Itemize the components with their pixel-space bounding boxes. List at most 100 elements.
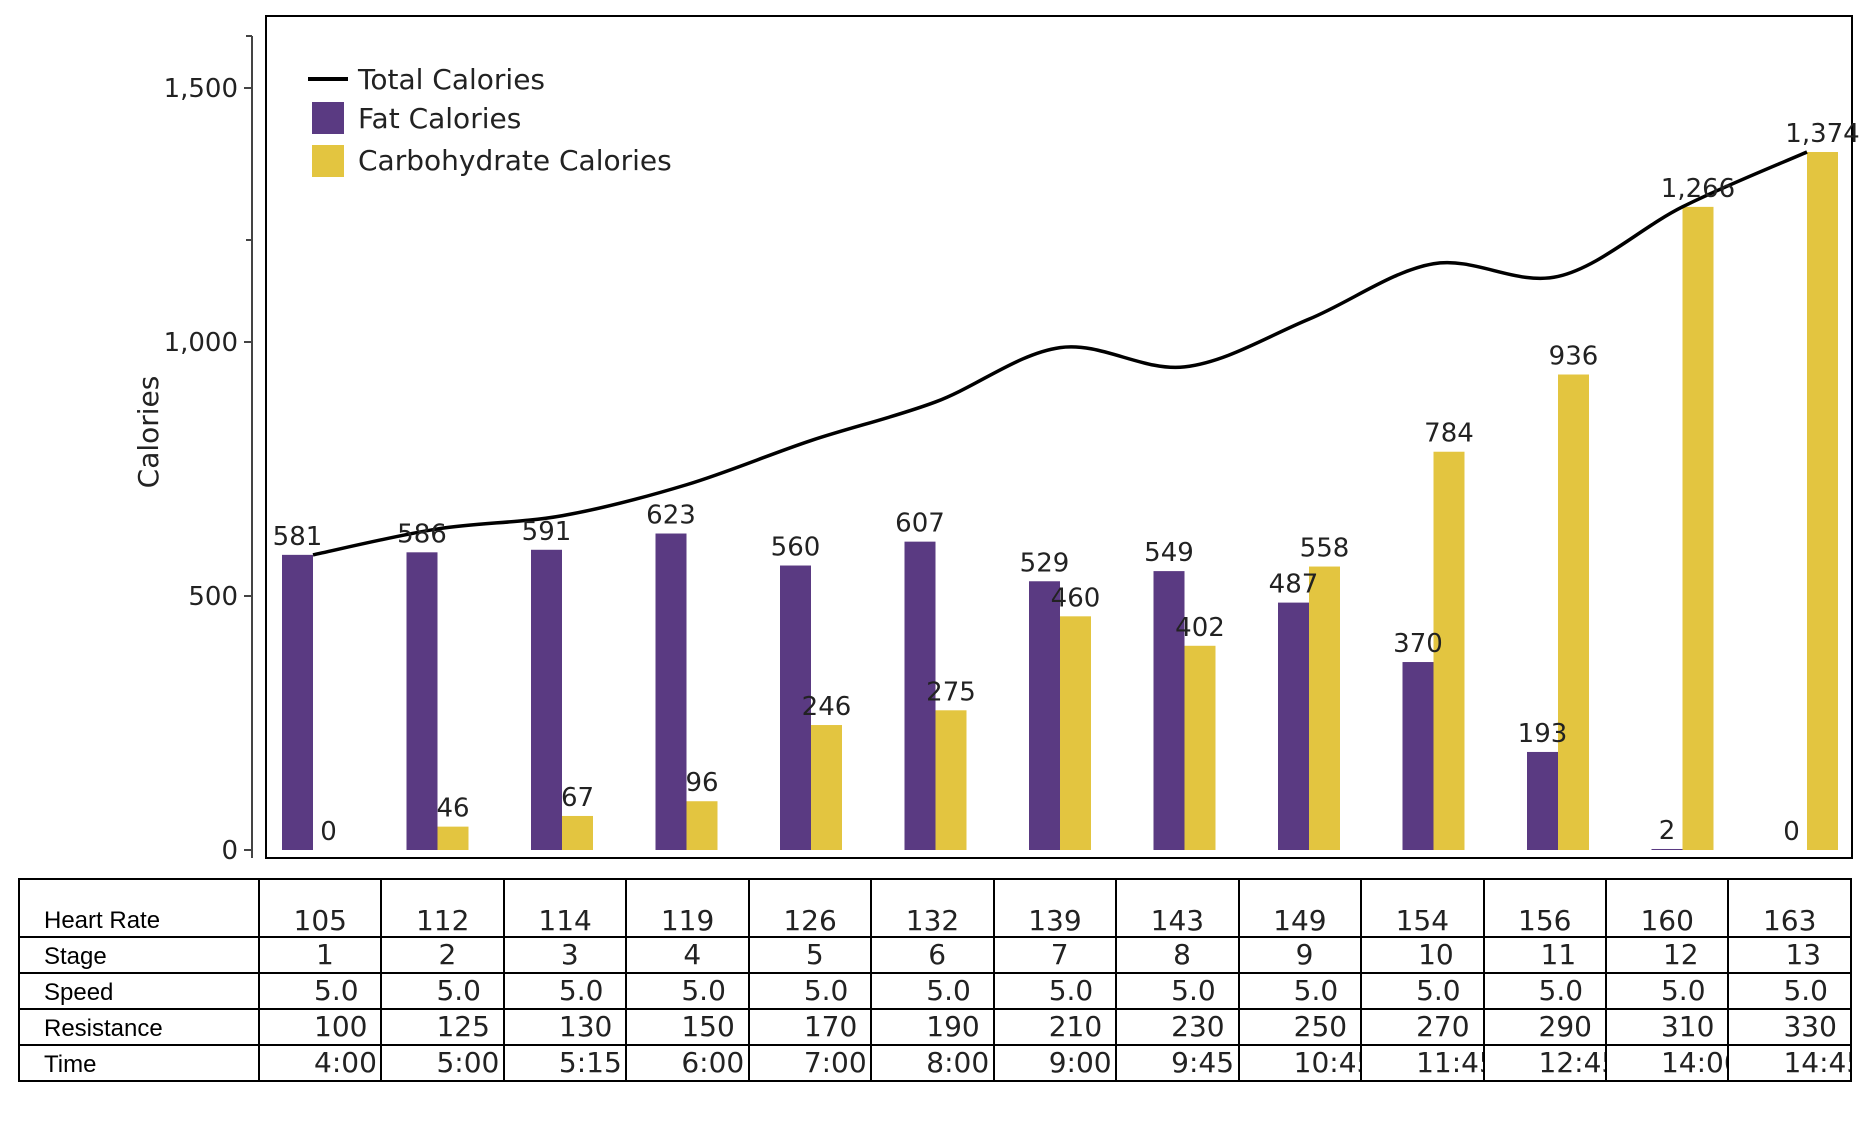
fat-bar bbox=[1527, 751, 1558, 850]
fat-value-label: 193 bbox=[1518, 719, 1568, 749]
table-cell: 230 bbox=[1115, 1008, 1240, 1046]
fat-value-label: 586 bbox=[397, 519, 447, 549]
y-tick-label: 0 bbox=[221, 836, 238, 866]
table-cell: 149 bbox=[1237, 878, 1363, 938]
table-cell: 7 bbox=[992, 936, 1118, 974]
data-labels: 581 0 586 46 591 67 623 96 560 246 607 275 529 460 549… bbox=[273, 119, 1860, 847]
table-cell: 150 bbox=[625, 1008, 750, 1046]
table-cell: 119 bbox=[625, 878, 750, 938]
plot-frame bbox=[265, 15, 1853, 859]
table-cell: 5.0 bbox=[1237, 972, 1363, 1010]
fat-value-label: 607 bbox=[895, 509, 945, 539]
carb-bar bbox=[1682, 206, 1714, 850]
carb-value-label: 275 bbox=[926, 677, 976, 707]
carb-value-label: 936 bbox=[1549, 342, 1599, 372]
carb-value-label: 1,266 bbox=[1661, 174, 1735, 204]
table-cell: 210 bbox=[992, 1008, 1118, 1046]
carb-bar bbox=[1433, 451, 1465, 850]
table-row-label: Time bbox=[18, 1044, 260, 1082]
fat-bar bbox=[780, 565, 811, 850]
carb-bar bbox=[1060, 616, 1091, 850]
table-cell: 11 bbox=[1482, 936, 1607, 974]
carb-value-label: 1,374 bbox=[1785, 119, 1859, 149]
fat-bar bbox=[1278, 602, 1309, 850]
carb-value-label: 46 bbox=[436, 794, 469, 824]
total-calories-line bbox=[312, 150, 1808, 557]
carb-bar bbox=[686, 801, 718, 850]
table-row: Stage 1 2 3 4 5 6 7 8 9 10 11 12 13 bbox=[18, 936, 1852, 974]
fat-value-label: 529 bbox=[1020, 548, 1070, 578]
fat-value-label: 549 bbox=[1144, 538, 1194, 568]
table-cell: 114 bbox=[502, 878, 628, 938]
table-cell: 5.0 bbox=[380, 972, 505, 1010]
table-cell: 163 bbox=[1727, 878, 1852, 938]
table-cell: 8:00 bbox=[870, 1044, 995, 1082]
fat-bar bbox=[531, 549, 562, 850]
table-cell: 13 bbox=[1727, 936, 1852, 974]
table-cell: 10:45 bbox=[1237, 1044, 1363, 1082]
fat-bar bbox=[904, 541, 936, 850]
legend-label-fat: Fat Calories bbox=[358, 102, 521, 135]
table-cell: 4 bbox=[625, 936, 750, 974]
y-tick-label: 500 bbox=[188, 582, 238, 612]
fat-value-label: 487 bbox=[1269, 570, 1319, 600]
carb-bar bbox=[935, 710, 967, 850]
table-cell: 7:00 bbox=[747, 1044, 873, 1082]
table-cell: 132 bbox=[870, 878, 995, 938]
legend-label-carb: Carbohydrate Calories bbox=[358, 144, 672, 177]
table-cell: 126 bbox=[747, 878, 873, 938]
legend-swatch-fat bbox=[312, 102, 344, 134]
fat-value-label: 581 bbox=[273, 522, 323, 552]
legend-swatch-carb bbox=[312, 145, 344, 177]
fat-bar bbox=[1651, 848, 1683, 850]
table-row-label: Speed bbox=[18, 972, 260, 1010]
table-cell: 154 bbox=[1360, 878, 1485, 938]
carb-value-label: 96 bbox=[685, 768, 718, 798]
bar-group bbox=[282, 152, 1838, 850]
table-row-label: Heart Rate bbox=[18, 878, 260, 938]
carb-bar bbox=[437, 826, 469, 850]
table-cell: 130 bbox=[502, 1008, 628, 1046]
table-cell: 5.0 bbox=[870, 972, 995, 1010]
table-cell: 9:45 bbox=[1115, 1044, 1240, 1082]
fat-value-label: 370 bbox=[1393, 629, 1443, 659]
carb-bar bbox=[811, 725, 842, 850]
table-cell: 14:00 bbox=[1604, 1044, 1730, 1082]
table-cell: 330 bbox=[1727, 1008, 1852, 1046]
fat-bar bbox=[1153, 571, 1185, 850]
fat-value-label: 560 bbox=[771, 533, 821, 563]
y-tick-label: 1,000 bbox=[164, 328, 238, 358]
legend: Total Calories Fat Calories Carbohydrate… bbox=[308, 63, 672, 177]
table-cell: 9:00 bbox=[992, 1044, 1118, 1082]
fat-bar bbox=[655, 533, 687, 850]
carb-bar bbox=[562, 815, 593, 850]
table-cell: 156 bbox=[1482, 878, 1607, 938]
table-cell: 5.0 bbox=[502, 972, 628, 1010]
table-cell: 125 bbox=[380, 1008, 505, 1046]
table-cell: 2 bbox=[380, 936, 505, 974]
table-cell: 160 bbox=[1604, 878, 1730, 938]
table-cell: 5.0 bbox=[625, 972, 750, 1010]
table-cell: 5.0 bbox=[1360, 972, 1485, 1010]
table-cell: 5.0 bbox=[1482, 972, 1607, 1010]
table-cell: 143 bbox=[1115, 878, 1240, 938]
table-cell: 190 bbox=[870, 1008, 995, 1046]
carb-bar bbox=[1309, 566, 1340, 850]
carb-value-label: 67 bbox=[561, 783, 594, 813]
carb-value-label: 558 bbox=[1300, 534, 1350, 564]
fat-value-label: 2 bbox=[1659, 816, 1676, 846]
carb-value-label: 246 bbox=[802, 692, 852, 722]
table-cell: 250 bbox=[1237, 1008, 1363, 1046]
carb-bar bbox=[1807, 152, 1838, 850]
carb-value-label: 402 bbox=[1175, 613, 1225, 643]
fat-bar bbox=[406, 552, 438, 850]
table-cell: 5.0 bbox=[1727, 972, 1852, 1010]
fat-bar bbox=[1402, 662, 1434, 850]
table-cell: 3 bbox=[502, 936, 628, 974]
carb-value-label: 0 bbox=[320, 817, 337, 847]
table-cell: 5.0 bbox=[1604, 972, 1730, 1010]
table-cell: 290 bbox=[1482, 1008, 1607, 1046]
table-cell: 5.0 bbox=[992, 972, 1118, 1010]
table-cell: 12:45 bbox=[1482, 1044, 1607, 1082]
table-cell: 6:00 bbox=[625, 1044, 750, 1082]
